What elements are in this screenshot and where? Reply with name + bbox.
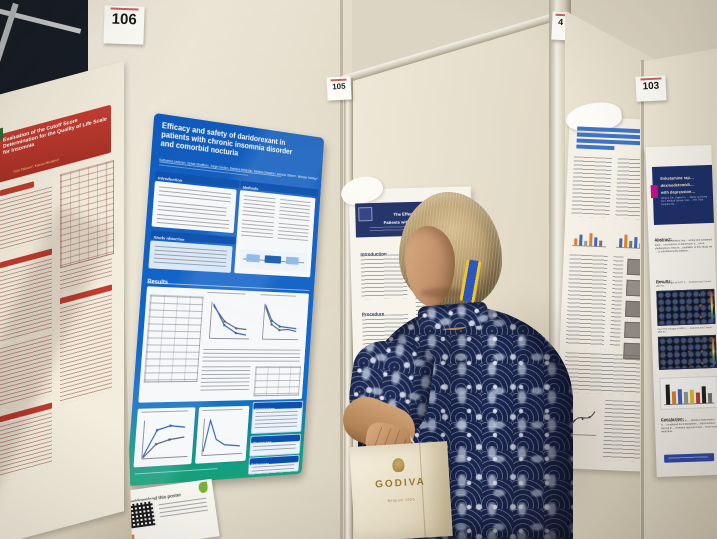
figure-3-line-chart xyxy=(257,300,304,345)
rp-authors: Mingrui Zun, Yiqwen Li, … Wang, Guodong … xyxy=(661,195,712,206)
table-1-demographics xyxy=(144,294,204,382)
rp-brainmap-figure-1 xyxy=(656,289,715,326)
bag-emblem-icon xyxy=(392,458,405,473)
methods-card xyxy=(234,190,315,277)
results-card xyxy=(138,286,309,402)
board-number-placard-105: 105 xyxy=(326,76,351,100)
far-board-edge-line xyxy=(641,60,644,539)
conclusions-header: Conclusions xyxy=(255,407,275,409)
board-number-placard-106: 106 xyxy=(103,5,144,44)
figure-4-chart-card xyxy=(133,407,195,467)
main-poster-daridorexant: Efficacy and safety of daridorexant in p… xyxy=(126,113,324,486)
university-logo xyxy=(358,207,372,221)
board-number: 105 xyxy=(332,82,346,92)
introduction-card xyxy=(152,181,237,233)
rp-fig2-caption: Fig.2 The changes of NRS in … treatment … xyxy=(658,326,717,334)
study-design-diagram xyxy=(239,249,308,272)
rp-conclusion-text: This study is the first to … effective i… xyxy=(661,418,717,434)
board-number: 103 xyxy=(642,81,659,93)
right-poster-esketamine: Esketamine rap… dexmedetomidi… with depr… xyxy=(645,145,717,477)
disclosures-box: Disclosures xyxy=(249,434,301,457)
rp-brainmap-figure-2 xyxy=(658,335,717,370)
references-header: References xyxy=(251,462,269,465)
bag-brand: GODIVA xyxy=(351,475,449,492)
table-2 xyxy=(253,366,301,396)
board-number: 106 xyxy=(111,11,137,29)
conclusions-box: Conclusions xyxy=(251,401,304,434)
disclosures-header: Disclosures xyxy=(252,441,271,444)
conference-poster-hall-photo: 106 Efficacy and safety of daridorexant … xyxy=(0,0,717,539)
objective-card xyxy=(148,240,232,273)
bag-sub-label: Belgium 1926 xyxy=(376,496,426,503)
figure-2-line-chart xyxy=(204,298,256,345)
mini-bar-chart-1 xyxy=(570,222,609,250)
lp-table xyxy=(60,160,114,268)
rp-title-box: Esketamine rap… dexmedetomidi… with depr… xyxy=(652,165,714,225)
qr-code xyxy=(128,501,155,528)
rp-fig1-caption: Fig.1 The changes of SLPT in … treatment… xyxy=(656,280,715,288)
godiva-bag: GODIVA Belgium 1926 xyxy=(349,441,453,539)
left-poster-insomnia-scale: Evaluation of the Cutoff Score Determina… xyxy=(0,61,124,539)
poster-footer-line xyxy=(135,468,218,475)
jaw-shadow xyxy=(420,288,464,298)
board-number-placard-103: 103 xyxy=(635,75,666,102)
rp-abstract-text: The use of anesthetics bey… acting and s… xyxy=(655,238,714,254)
figure-5-chart-card xyxy=(195,406,249,464)
board-number: 4 xyxy=(558,17,564,27)
magenta-accent xyxy=(651,185,658,198)
rp-bar-chart xyxy=(659,376,717,410)
